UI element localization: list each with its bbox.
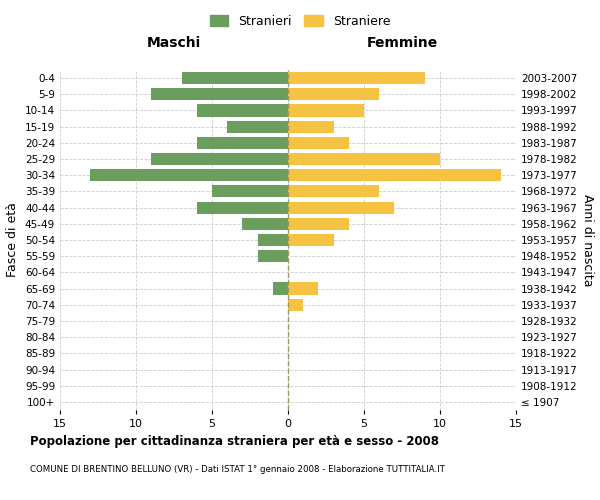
Bar <box>288 104 364 117</box>
Bar <box>288 72 425 84</box>
Y-axis label: Anni di nascita: Anni di nascita <box>581 194 594 286</box>
Y-axis label: Fasce di età: Fasce di età <box>7 202 19 278</box>
Bar <box>257 250 288 262</box>
Text: Popolazione per cittadinanza straniera per età e sesso - 2008: Popolazione per cittadinanza straniera p… <box>30 435 439 448</box>
Bar <box>288 137 349 149</box>
Text: Femmine: Femmine <box>367 36 437 50</box>
Bar <box>288 120 334 132</box>
Bar <box>242 218 288 230</box>
Bar <box>288 169 501 181</box>
Bar <box>288 153 440 165</box>
Bar <box>151 88 288 101</box>
Bar <box>273 282 288 294</box>
Bar <box>197 202 288 213</box>
Bar <box>288 298 303 311</box>
Bar <box>91 169 288 181</box>
Bar <box>227 120 288 132</box>
Text: Maschi: Maschi <box>147 36 201 50</box>
Bar <box>151 153 288 165</box>
Bar <box>182 72 288 84</box>
Bar <box>288 234 334 246</box>
Bar <box>288 218 349 230</box>
Bar <box>288 282 319 294</box>
Legend: Stranieri, Straniere: Stranieri, Straniere <box>206 11 394 32</box>
Bar <box>257 234 288 246</box>
Bar <box>197 137 288 149</box>
Bar <box>197 104 288 117</box>
Bar <box>212 186 288 198</box>
Text: COMUNE DI BRENTINO BELLUNO (VR) - Dati ISTAT 1° gennaio 2008 - Elaborazione TUTT: COMUNE DI BRENTINO BELLUNO (VR) - Dati I… <box>30 465 445 474</box>
Bar <box>288 186 379 198</box>
Bar <box>288 88 379 101</box>
Bar <box>288 202 394 213</box>
